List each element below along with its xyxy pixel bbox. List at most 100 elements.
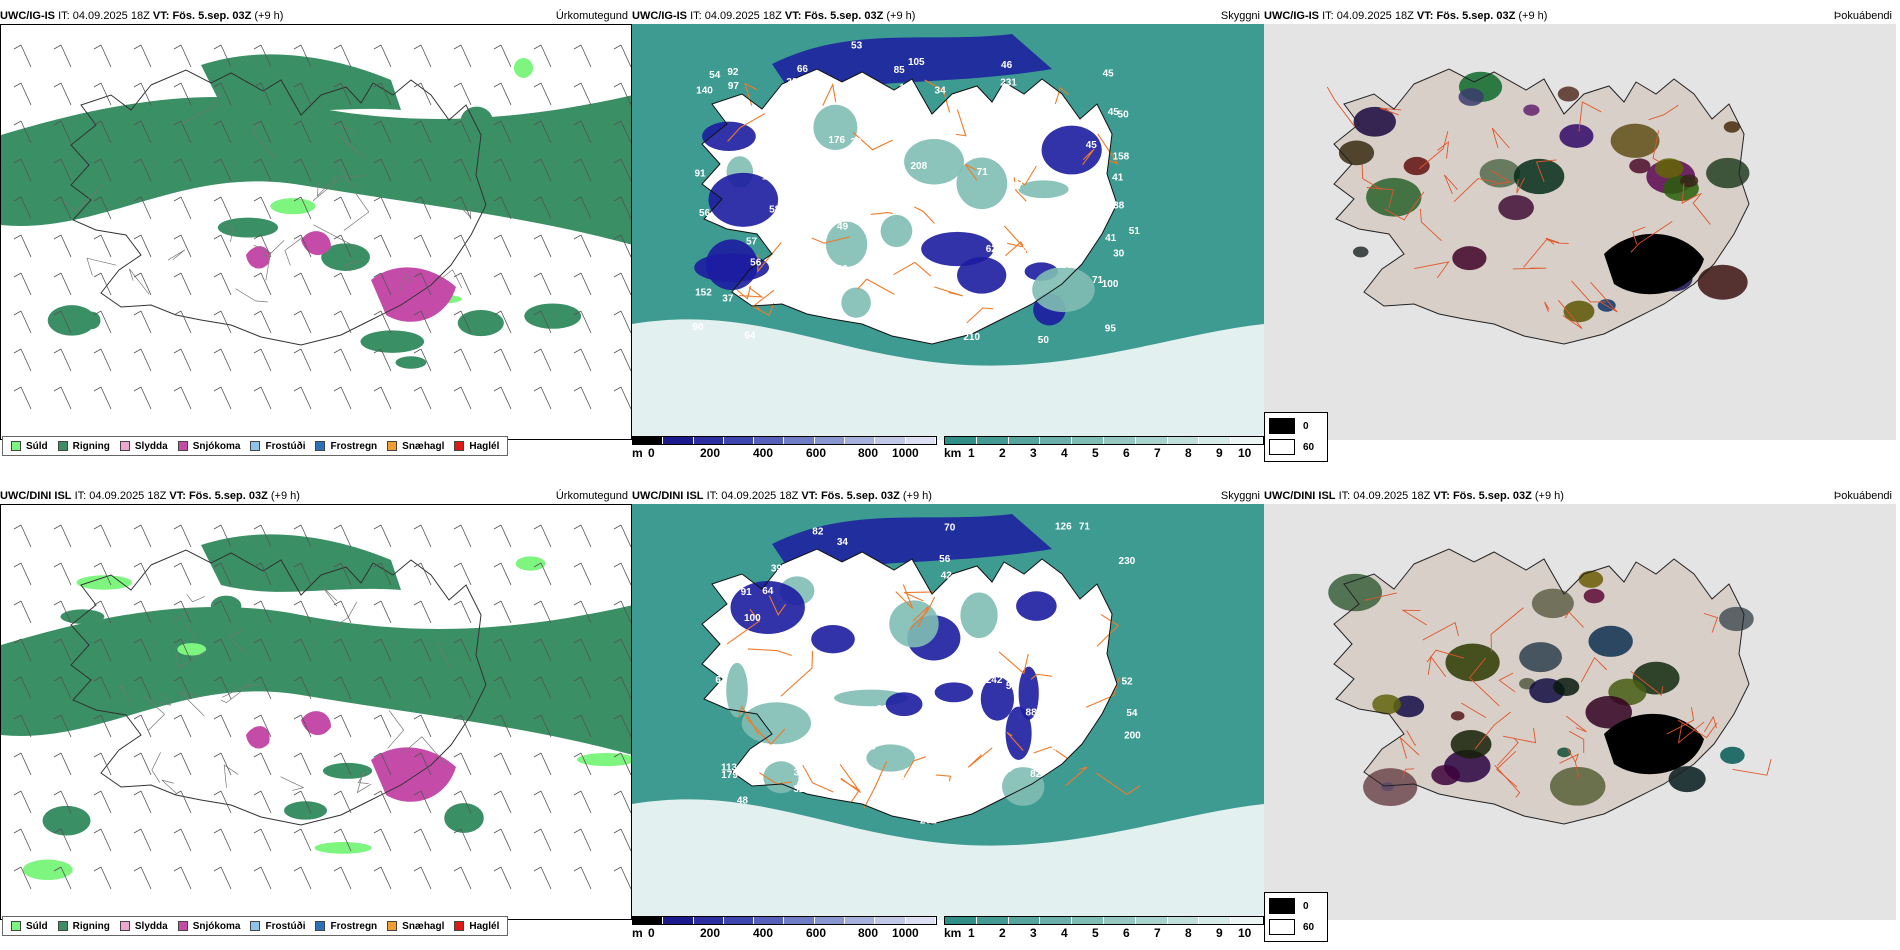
fog-index-map[interactable] bbox=[1264, 24, 1896, 440]
road bbox=[754, 289, 775, 311]
wind-barb bbox=[93, 676, 112, 700]
cloud-base-label: 48 bbox=[737, 795, 749, 806]
wind-barb bbox=[253, 120, 272, 144]
road bbox=[757, 241, 782, 273]
wind-barb bbox=[333, 196, 352, 220]
road bbox=[343, 193, 370, 231]
wind-barb bbox=[93, 866, 112, 890]
wind-barb bbox=[253, 790, 272, 814]
wind-barb bbox=[253, 600, 272, 624]
wind-barb bbox=[13, 348, 32, 372]
cloud-base-label: 41 bbox=[1112, 172, 1124, 183]
road bbox=[1523, 237, 1555, 268]
precip-cell bbox=[42, 805, 91, 836]
wind-barb bbox=[53, 562, 72, 586]
wind-barb bbox=[293, 790, 312, 814]
wind-barb bbox=[333, 714, 352, 738]
fog-cell bbox=[1403, 156, 1430, 176]
fog-cell bbox=[1557, 747, 1572, 758]
panel-header: UWC/DINI ISL IT: 04.09.2025 18Z VT: Fös.… bbox=[632, 490, 1260, 502]
cloud-base-label: 52 bbox=[1121, 676, 1133, 687]
wind-barb bbox=[213, 82, 232, 106]
fog-cell bbox=[1553, 677, 1580, 696]
wind-barb bbox=[333, 828, 352, 852]
wind-barb bbox=[533, 386, 552, 410]
precip-cell bbox=[321, 243, 370, 271]
scale-tick: 200 bbox=[700, 926, 721, 940]
scale-tick: 1 bbox=[968, 446, 975, 460]
precip-map[interactable] bbox=[0, 504, 632, 920]
wind-barb bbox=[133, 638, 152, 662]
precip-map[interactable] bbox=[0, 24, 632, 440]
fog-cell bbox=[1557, 86, 1580, 102]
wind-barb bbox=[493, 790, 512, 814]
cloud-base-label: 126 bbox=[1055, 521, 1072, 532]
cloud-base-label: 113 bbox=[721, 763, 738, 774]
wind-barb bbox=[493, 234, 512, 258]
scale-tick: 0 bbox=[648, 446, 655, 460]
cloud-base-label: 58 bbox=[954, 797, 966, 808]
road bbox=[1384, 191, 1425, 221]
cloud-visibility-map[interactable]: 89 88 100 32 34 30 70 45 90 84 91 75 59 54 48 71 53 82 202… bbox=[632, 504, 1264, 920]
precip-cell bbox=[76, 575, 133, 590]
wind-barb bbox=[613, 158, 631, 182]
cloud-base-label: 192 bbox=[899, 83, 916, 94]
wind-barb bbox=[213, 234, 232, 258]
fog-key-label: 60 bbox=[1303, 441, 1315, 453]
wind-barb bbox=[413, 524, 432, 548]
wind-barb bbox=[493, 752, 512, 776]
fog-cell bbox=[1393, 695, 1425, 718]
wind-barb bbox=[493, 676, 512, 700]
cloud-base-label: 48 bbox=[1051, 743, 1063, 754]
cloud-base-label: 51 bbox=[1129, 226, 1141, 237]
road bbox=[1418, 131, 1449, 170]
wind-barb bbox=[133, 790, 152, 814]
wind-barb bbox=[293, 386, 312, 410]
cloud-visibility-map[interactable]: 91 87 91 41 44 30 45 126 54 126 152 90 92 46 58 51 45 60 9… bbox=[632, 24, 1264, 440]
wind-barb bbox=[493, 158, 512, 182]
wind-barb bbox=[373, 196, 392, 220]
road bbox=[1703, 715, 1717, 733]
wind-barb bbox=[13, 790, 32, 814]
precip-cell bbox=[576, 753, 631, 767]
wind-barb bbox=[453, 638, 472, 662]
road bbox=[1557, 299, 1583, 329]
legend-label: Slydda bbox=[134, 920, 168, 932]
wind-barb bbox=[453, 234, 472, 258]
legend-swatch bbox=[250, 921, 261, 931]
precip-cell bbox=[515, 556, 546, 571]
cloud-base-label: 231 bbox=[1000, 77, 1017, 88]
cloud-base-label: 200 bbox=[1124, 731, 1141, 742]
wind-barb bbox=[173, 348, 192, 372]
legend-swatch bbox=[315, 921, 326, 931]
legend-label: Haglél bbox=[469, 440, 500, 452]
wind-barb bbox=[613, 272, 631, 296]
fog-cell bbox=[1668, 766, 1706, 793]
cloud-base-label: 50 bbox=[1038, 335, 1050, 346]
wind-barb bbox=[453, 44, 472, 68]
wind-barb bbox=[133, 196, 152, 220]
road bbox=[768, 595, 787, 616]
wind-barb bbox=[453, 272, 472, 296]
wind-barb bbox=[253, 676, 272, 700]
wind-barb bbox=[53, 600, 72, 624]
fog-index-map[interactable] bbox=[1264, 504, 1896, 920]
wind-barb bbox=[493, 82, 512, 106]
cloud-base-label: 100 bbox=[744, 613, 761, 624]
cloud-base-label: 89 bbox=[1078, 710, 1090, 721]
wind-barb bbox=[413, 158, 432, 182]
legend-label: Snæhagl bbox=[402, 920, 445, 932]
legend-item: Snjókoma bbox=[177, 441, 240, 452]
panel-header: UWC/IG-IS IT: 04.09.2025 18Z VT: Fös. 5.… bbox=[1264, 10, 1892, 22]
wind-barb bbox=[533, 158, 552, 182]
scale-tick: 600 bbox=[806, 926, 827, 940]
wind-barb bbox=[13, 752, 32, 776]
road bbox=[356, 773, 372, 794]
road bbox=[1096, 772, 1141, 796]
road bbox=[313, 224, 357, 248]
cloud-base-label: 105 bbox=[908, 57, 925, 68]
fog-cell bbox=[1559, 124, 1594, 148]
wind-barb bbox=[53, 676, 72, 700]
legend-swatch bbox=[119, 921, 130, 931]
cloud-cell bbox=[980, 676, 1015, 721]
